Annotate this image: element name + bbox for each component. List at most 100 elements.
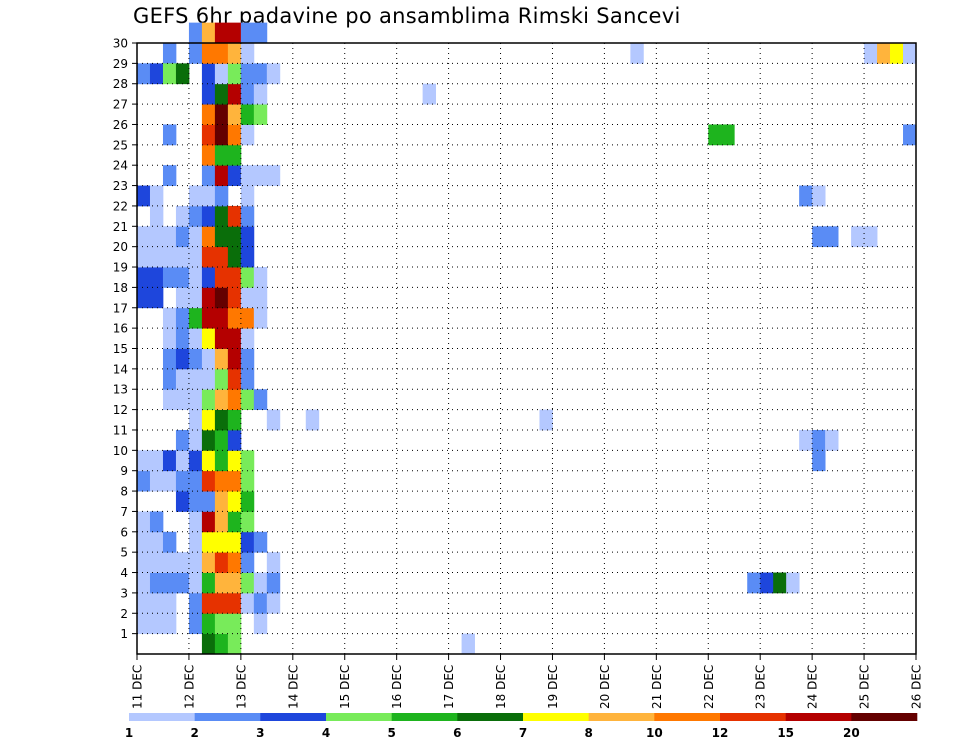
heatmap-cell (137, 552, 151, 573)
heatmap-cell (253, 267, 268, 288)
heatmap-cell (175, 491, 190, 512)
x-tick-label: 26 DEC (910, 665, 924, 709)
heatmap-cell (305, 409, 320, 431)
heatmap-cell (240, 511, 255, 533)
heatmap-cell (240, 267, 255, 288)
heatmap-cell (214, 267, 229, 288)
heatmap-cell (240, 572, 255, 594)
heatmap-cell (214, 104, 229, 125)
heatmap-cell (240, 287, 255, 309)
heatmap-cell (214, 226, 229, 248)
heatmap-cell (240, 83, 255, 105)
heatmap-cell (825, 226, 839, 248)
heatmap-cell (227, 409, 242, 431)
colorbar-swatch (260, 713, 327, 721)
heatmap-cell (201, 63, 216, 85)
heatmap-cell (162, 226, 177, 248)
heatmap-cell (188, 267, 203, 288)
y-tick-label: 18 (113, 281, 128, 295)
heatmap-cell (149, 287, 164, 309)
heatmap-cells (137, 22, 917, 655)
colorbar-label: 4 (322, 726, 330, 740)
heatmap-cell (903, 124, 917, 146)
heatmap-cell (201, 185, 216, 207)
colorbar-swatch (785, 713, 852, 721)
heatmap-cell (266, 165, 281, 186)
heatmap-cell (188, 613, 203, 635)
y-tick-label: 26 (113, 118, 128, 132)
heatmap-cell (266, 552, 281, 573)
heatmap-cell (240, 63, 255, 85)
y-tick-label: 25 (113, 138, 128, 152)
heatmap-cell (201, 531, 216, 553)
heatmap-cell (253, 165, 268, 186)
heatmap-cell (149, 450, 164, 472)
heatmap-cell (214, 470, 229, 492)
heatmap-cell (227, 63, 242, 85)
heatmap-cell (162, 246, 177, 268)
colorbar-swatch (457, 713, 524, 721)
heatmap-cell (240, 226, 255, 248)
heatmap-cell (201, 511, 216, 533)
heatmap-cell (201, 491, 216, 512)
heatmap-cell (162, 389, 177, 410)
heatmap-cell (227, 368, 242, 390)
colorbar-label: 2 (190, 726, 198, 740)
heatmap-cell (799, 185, 813, 207)
heatmap-cell (266, 592, 281, 614)
heatmap-cell (214, 552, 229, 573)
heatmap-cell (137, 531, 151, 553)
colorbar-label: 3 (256, 726, 264, 740)
heatmap-cell (227, 43, 242, 64)
heatmap-cell (162, 307, 177, 329)
heatmap-cell (630, 43, 644, 64)
heatmap-cell (214, 246, 229, 268)
heatmap-cell (721, 124, 735, 146)
y-tick-label: 12 (113, 403, 128, 417)
heatmap-cell (137, 287, 151, 309)
heatmap-cell (812, 226, 826, 248)
heatmap-cell (227, 267, 242, 288)
heatmap-cell (227, 429, 242, 451)
heatmap-cell (227, 205, 242, 227)
heatmap-cell (214, 348, 229, 370)
heatmap-cell (253, 307, 268, 329)
y-tick-label: 29 (113, 57, 128, 71)
heatmap-cell (149, 185, 164, 207)
heatmap-cell (175, 450, 190, 472)
heatmap-cell (747, 572, 761, 594)
heatmap-cell (137, 450, 151, 472)
heatmap-cell (162, 368, 177, 390)
x-tick-label: 19 DEC (546, 665, 560, 709)
heatmap-cell (253, 389, 268, 410)
heatmap-cell (240, 43, 255, 64)
heatmap-cell (162, 165, 177, 186)
heatmap-cell (773, 572, 787, 594)
heatmap-cell (188, 22, 203, 44)
heatmap-cell (149, 246, 164, 268)
heatmap-cell (253, 22, 268, 44)
heatmap-cell (214, 83, 229, 105)
heatmap-cell (227, 287, 242, 309)
x-tick-label: 17 DEC (442, 665, 456, 709)
heatmap-cell (227, 633, 242, 655)
colorbar-swatch (654, 713, 721, 721)
heatmap-cell (227, 22, 242, 44)
heatmap-cell (240, 450, 255, 472)
heatmap-cell (201, 124, 216, 146)
heatmap-cell (175, 470, 190, 492)
heatmap-cell (240, 389, 255, 410)
heatmap-cell (149, 592, 164, 614)
heatmap-cell (253, 104, 268, 125)
heatmap-cell (162, 63, 177, 85)
heatmap-cell (201, 470, 216, 492)
heatmap-cell (214, 124, 229, 146)
heatmap-cell (149, 63, 164, 85)
heatmap-cell (175, 205, 190, 227)
heatmap-cell (175, 226, 190, 248)
colorbar-swatch (129, 713, 195, 721)
heatmap-cell (149, 470, 164, 492)
heatmap-cell (253, 572, 268, 594)
heatmap-cell (214, 205, 229, 227)
heatmap-cell (201, 226, 216, 248)
